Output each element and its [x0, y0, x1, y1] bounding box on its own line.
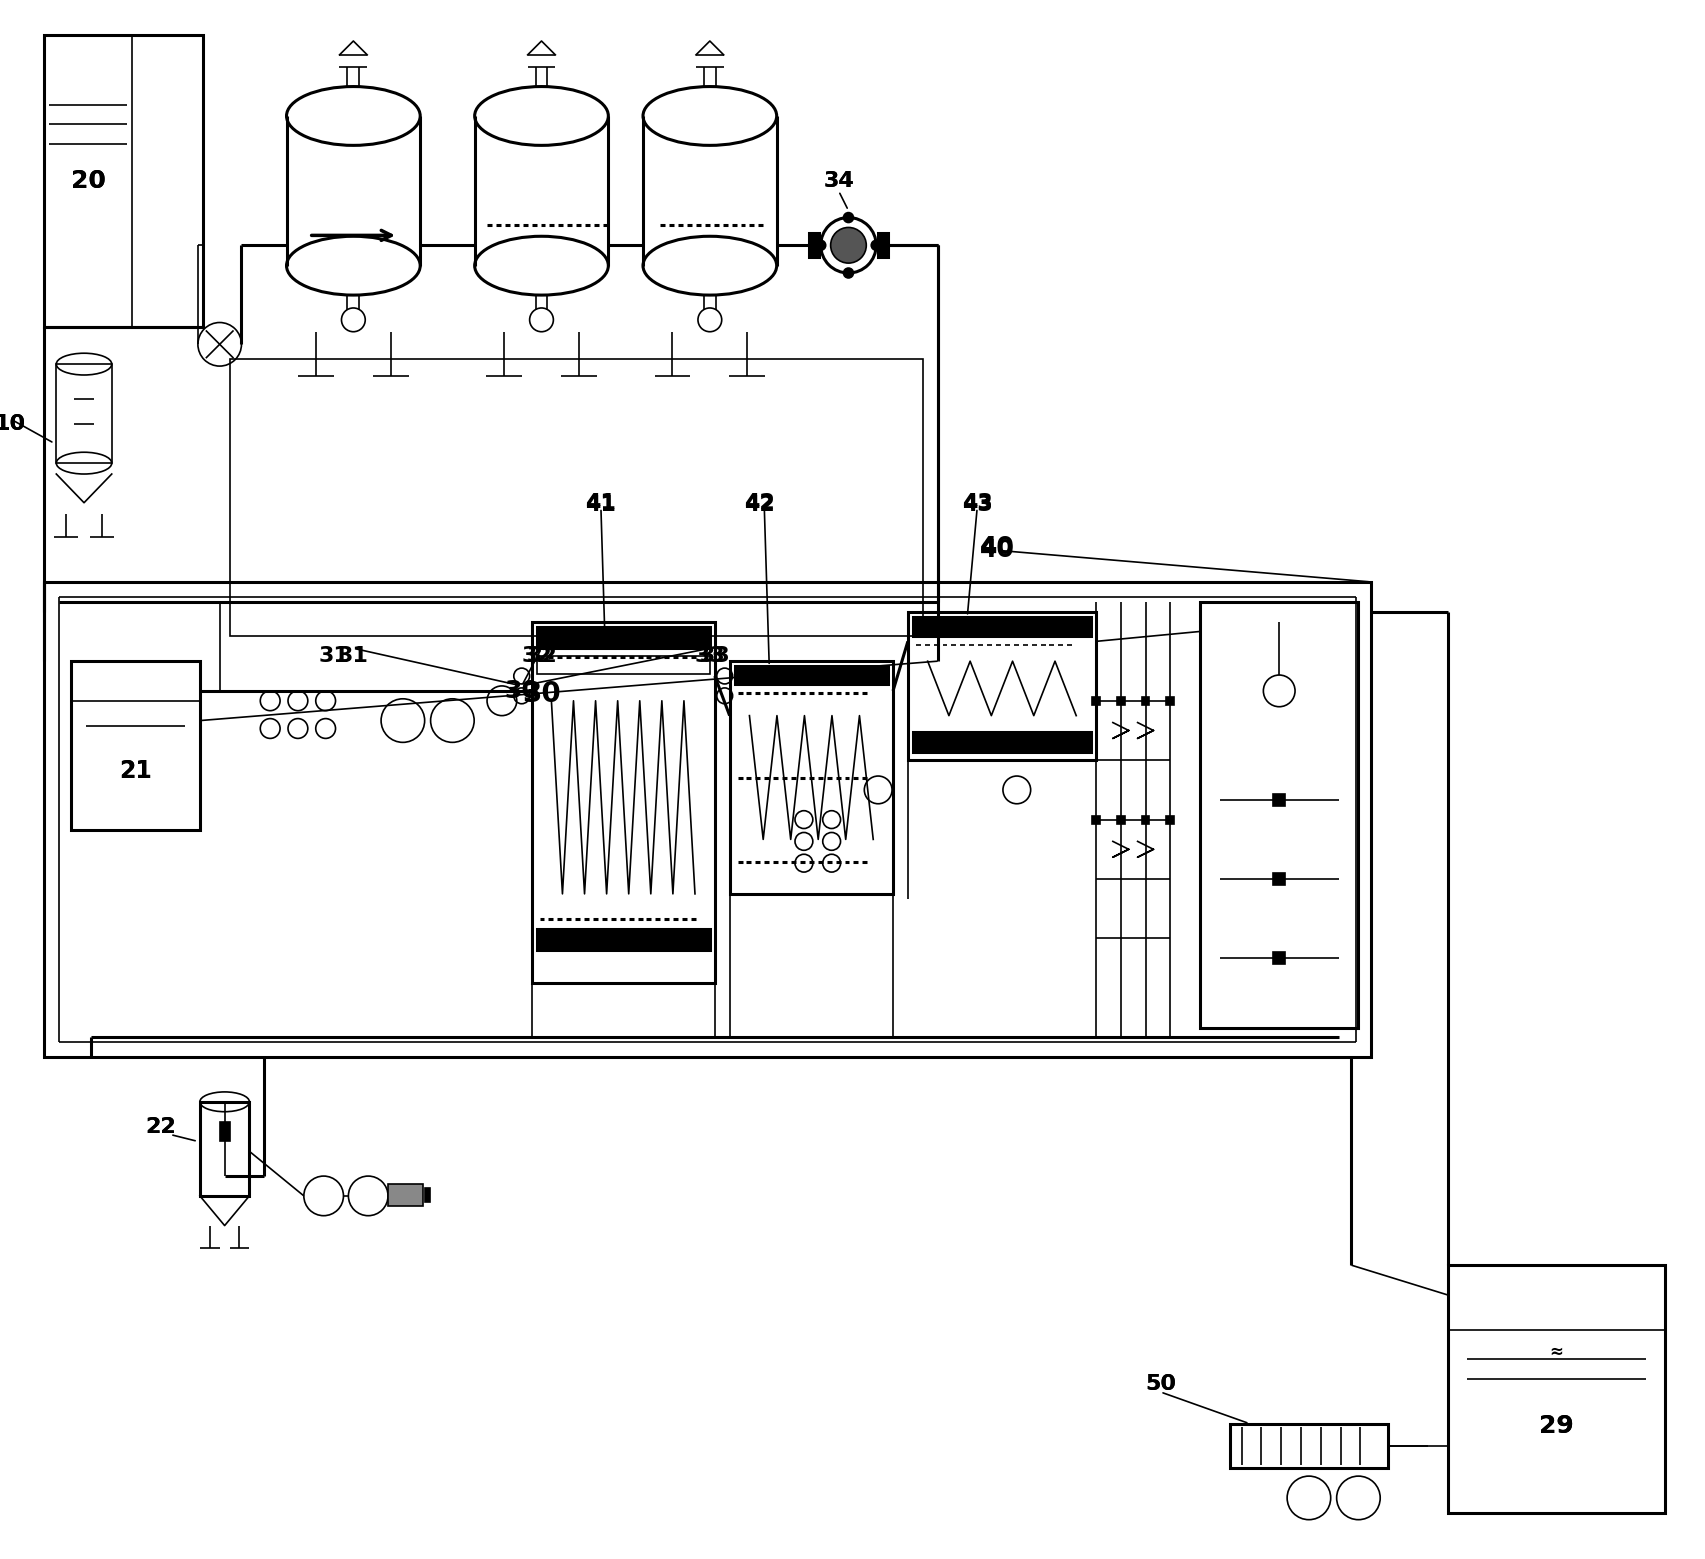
Bar — [912, 617, 1091, 636]
Bar — [389, 1183, 423, 1205]
Text: 22: 22 — [145, 1116, 176, 1137]
Text: 31: 31 — [338, 647, 368, 666]
Text: 10: 10 — [0, 413, 26, 433]
Text: 30: 30 — [522, 680, 561, 708]
Text: 34: 34 — [824, 171, 854, 190]
Bar — [537, 929, 709, 951]
Bar — [1142, 697, 1149, 705]
Circle shape — [830, 228, 866, 263]
Text: 20: 20 — [72, 170, 106, 193]
Bar — [425, 1188, 430, 1202]
Text: 30: 30 — [505, 678, 539, 703]
Bar — [220, 1121, 230, 1141]
Text: 10: 10 — [0, 413, 26, 433]
Text: 43: 43 — [962, 494, 992, 514]
Bar — [1200, 602, 1359, 1027]
Bar — [1448, 1266, 1666, 1512]
Bar — [1166, 815, 1175, 823]
Text: 21: 21 — [119, 759, 152, 783]
Text: 41: 41 — [585, 494, 616, 514]
Bar — [735, 666, 888, 684]
Text: 33: 33 — [699, 647, 730, 666]
Bar — [1093, 697, 1100, 705]
Text: 32: 32 — [527, 647, 558, 666]
Bar — [1117, 815, 1125, 823]
Bar — [537, 627, 709, 649]
Bar — [72, 661, 199, 829]
Bar — [1093, 815, 1100, 823]
Bar — [907, 611, 1096, 761]
Circle shape — [871, 240, 881, 251]
Text: 50: 50 — [1144, 1373, 1176, 1394]
Text: 40: 40 — [980, 535, 1014, 560]
Text: 31: 31 — [319, 647, 350, 666]
Bar — [912, 733, 1091, 753]
Bar — [1142, 815, 1149, 823]
Bar — [1274, 953, 1286, 963]
Bar — [44, 36, 203, 327]
Text: 50: 50 — [1144, 1373, 1176, 1394]
Text: 29: 29 — [1540, 1414, 1574, 1437]
Text: 42: 42 — [743, 494, 774, 514]
Text: 22: 22 — [145, 1116, 176, 1137]
Bar — [44, 582, 1371, 1057]
Bar — [1117, 697, 1125, 705]
Text: 34: 34 — [824, 171, 854, 190]
Bar — [56, 365, 113, 463]
Text: 29: 29 — [1540, 1414, 1574, 1437]
Bar — [1274, 794, 1286, 806]
Bar — [730, 661, 893, 893]
Text: 42: 42 — [743, 493, 774, 513]
Bar — [532, 622, 714, 984]
Circle shape — [844, 268, 854, 278]
Text: 20: 20 — [72, 170, 106, 193]
Bar — [230, 359, 922, 636]
Circle shape — [815, 240, 825, 251]
Text: ≈: ≈ — [1550, 1342, 1563, 1361]
Circle shape — [844, 212, 854, 223]
Bar — [808, 234, 818, 257]
Text: 43: 43 — [962, 493, 992, 513]
Bar — [878, 234, 888, 257]
Bar — [1166, 697, 1175, 705]
Text: 40: 40 — [980, 538, 1014, 563]
Bar — [1229, 1423, 1388, 1469]
Text: 33: 33 — [694, 647, 725, 666]
Text: 21: 21 — [119, 759, 152, 783]
Text: 41: 41 — [585, 493, 616, 513]
Bar — [199, 1102, 249, 1196]
Bar — [1274, 873, 1286, 886]
Text: 32: 32 — [522, 647, 552, 666]
Bar — [537, 656, 709, 673]
